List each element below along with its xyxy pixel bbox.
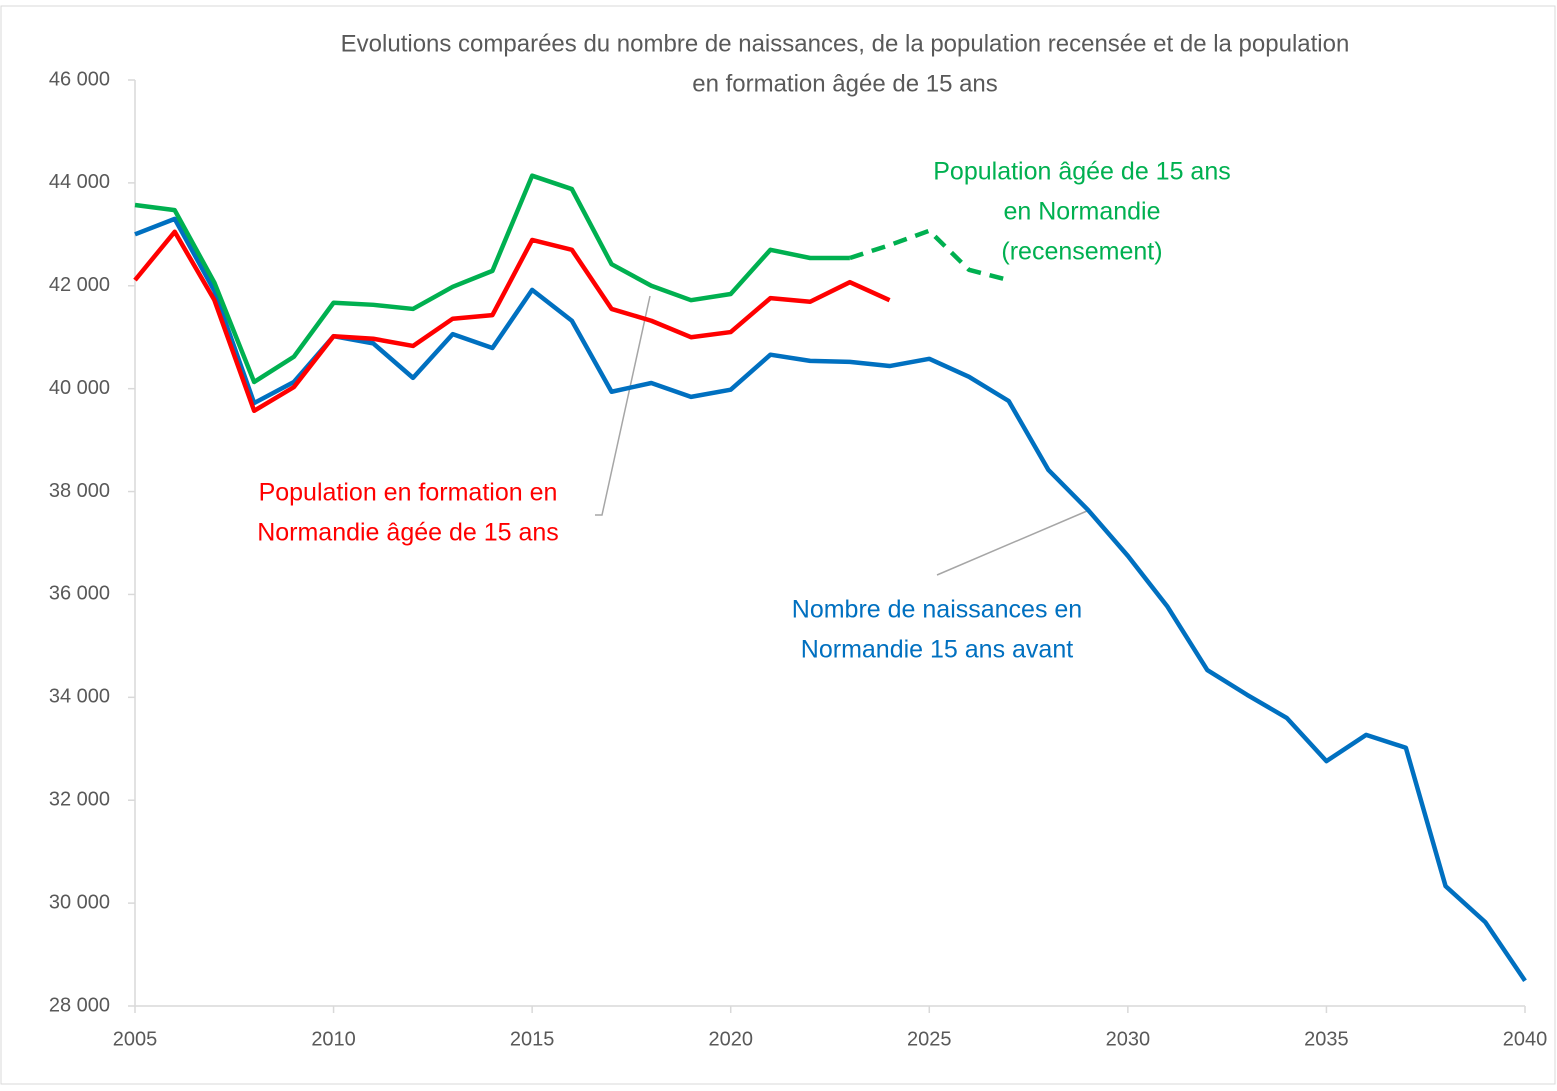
x-tick-label: 2010 (311, 1028, 356, 1050)
annotation: Normandie 15 ans avant (801, 636, 1073, 664)
x-tick-label: 2005 (113, 1028, 158, 1050)
x-tick-label: 2030 (1106, 1028, 1151, 1050)
annotation: Nombre de naissances en (792, 596, 1082, 624)
y-tick-label: 36 000 (49, 583, 110, 605)
y-tick-label: 44 000 (49, 171, 110, 193)
y-tick-label: 38 000 (49, 480, 110, 502)
y-tick-label: 34 000 (49, 686, 110, 708)
y-tick-label: 40 000 (49, 377, 110, 399)
y-tick-label: 42 000 (49, 274, 110, 296)
y-tick-label: 46 000 (49, 68, 110, 90)
leader-line (595, 295, 651, 516)
series-line (133, 229, 891, 414)
y-tick-label: 32 000 (49, 789, 110, 811)
chart-border (0, 5, 1556, 1085)
x-tick-label: 2015 (510, 1028, 555, 1050)
leader-line (936, 510, 1088, 576)
annotation: Population âgée de 15 ans (933, 158, 1230, 186)
chart-title: en formation âgée de 15 ans (692, 70, 998, 97)
y-tick-label: 28 000 (49, 994, 110, 1016)
x-tick-label: 2020 (708, 1028, 753, 1050)
x-tick-label: 2025 (907, 1028, 952, 1050)
x-tick-label: 2040 (1503, 1028, 1548, 1050)
annotation: Normandie âgée de 15 ans (257, 519, 559, 547)
annotation: en Normandie (1003, 198, 1160, 226)
annotation: (recensement) (1001, 238, 1162, 266)
series-line (849, 228, 1010, 283)
x-tick-label: 2035 (1304, 1028, 1349, 1050)
series-line (134, 216, 1527, 983)
y-tick-label: 30 000 (49, 891, 110, 913)
series-line (134, 173, 850, 385)
annotation: Population en formation en (259, 479, 558, 507)
chart-title: Evolutions comparées du nombre de naissa… (341, 30, 1350, 57)
